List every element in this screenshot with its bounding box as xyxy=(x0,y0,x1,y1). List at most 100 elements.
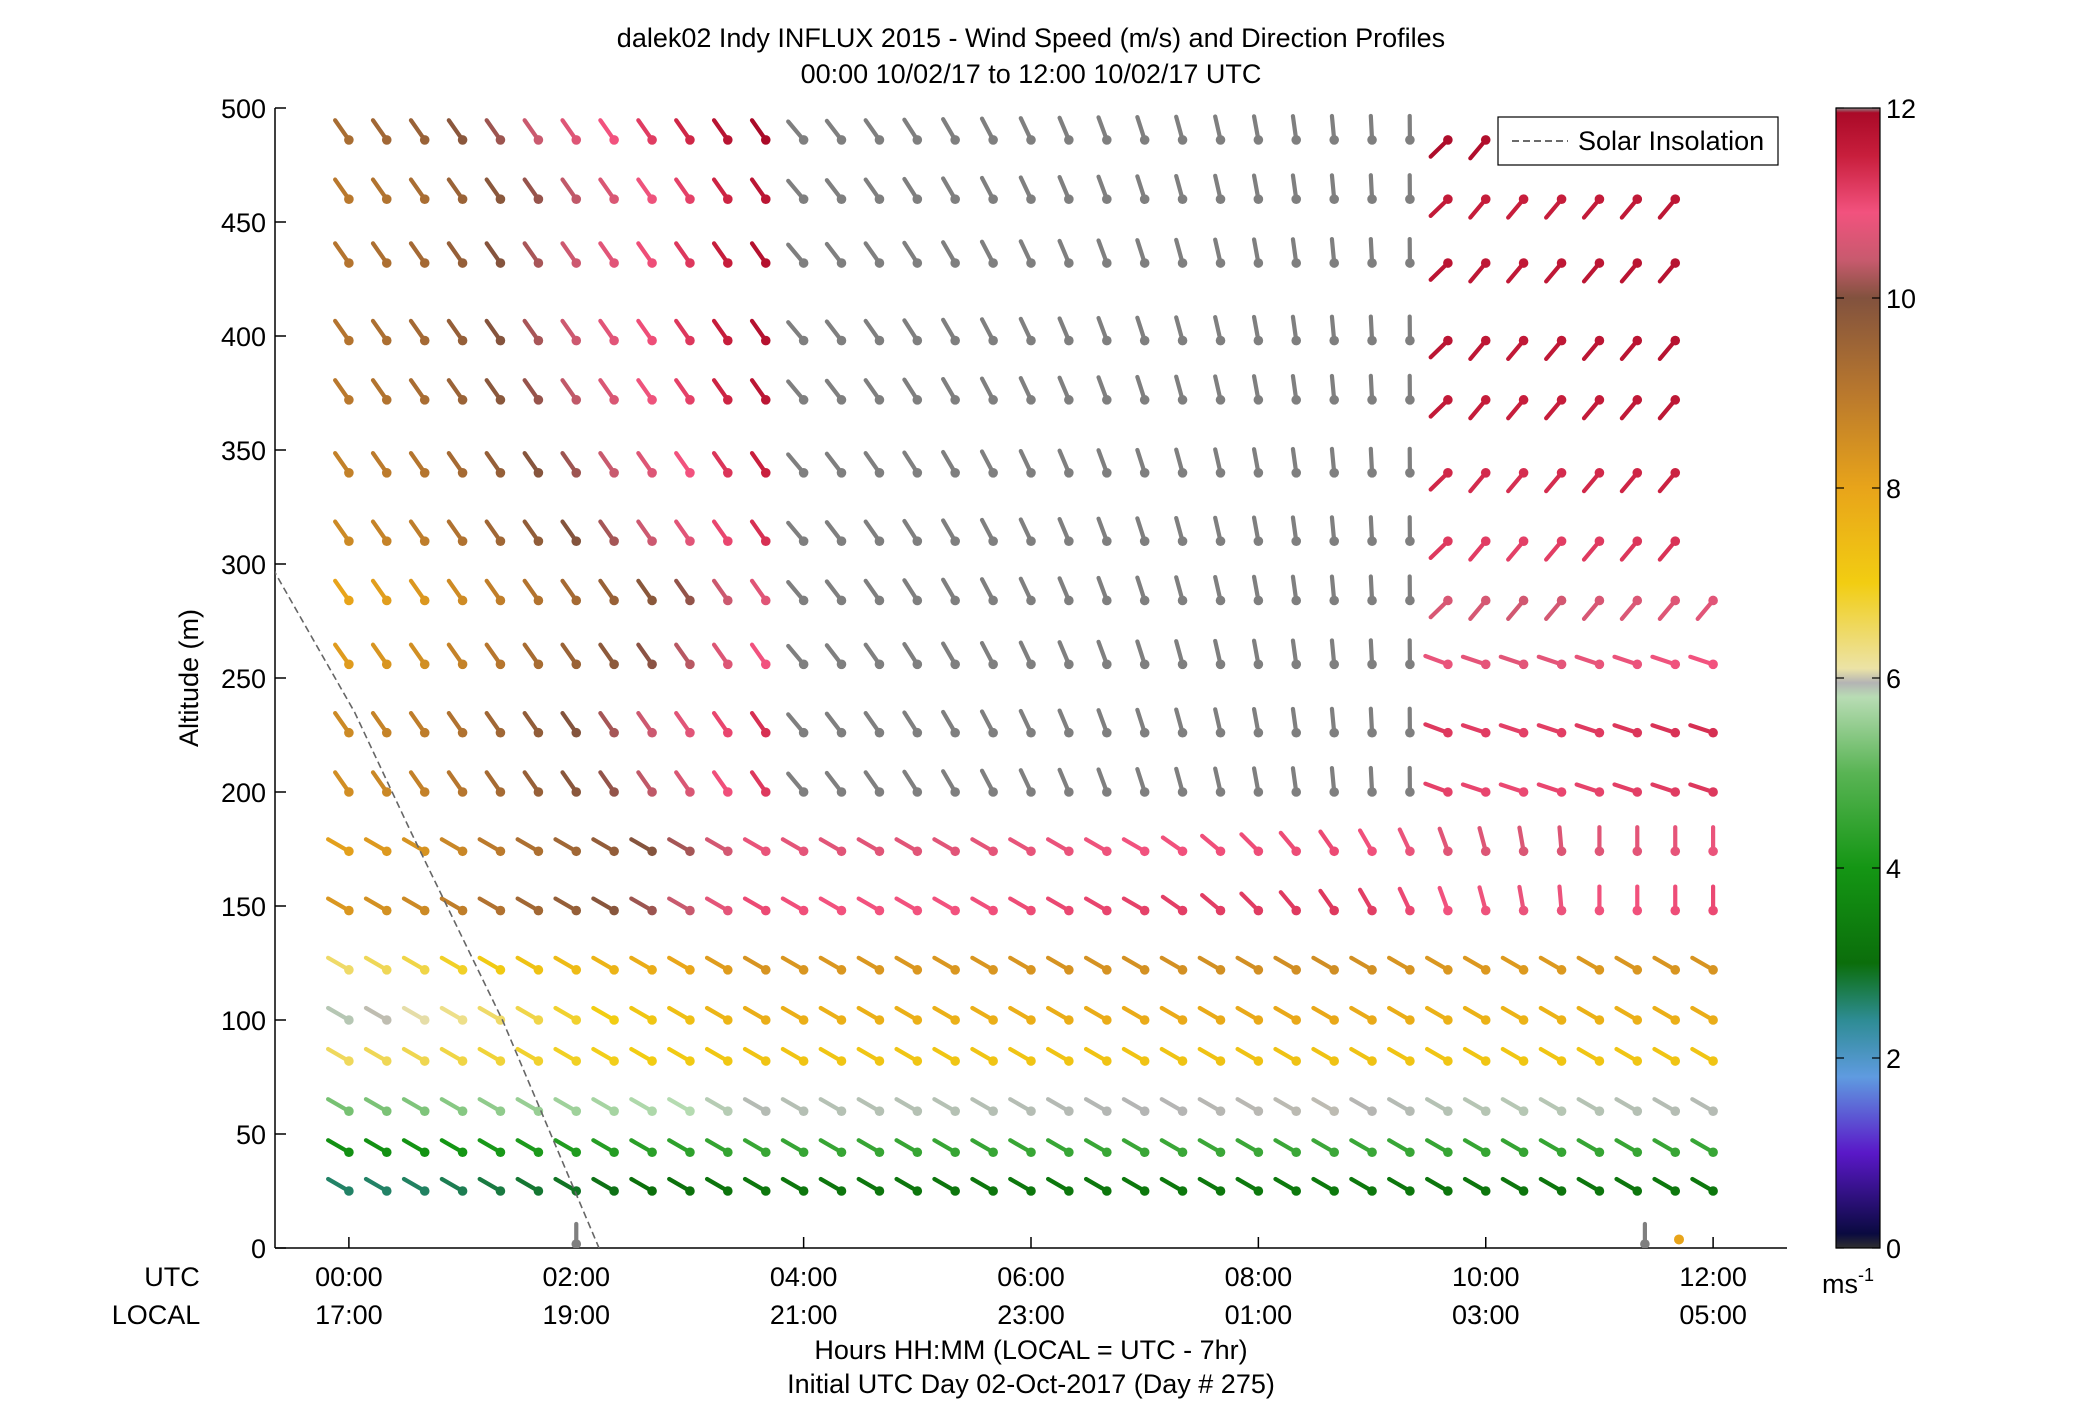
wind-barb-head xyxy=(419,905,430,916)
wind-barb-head xyxy=(533,659,544,670)
wind-barb-head xyxy=(1632,1106,1643,1116)
wind-barb-head xyxy=(1102,1147,1112,1158)
wind-barb-head xyxy=(344,905,354,916)
wind-barb-head xyxy=(381,595,392,606)
wind-barb-head xyxy=(495,468,506,478)
wind-barb-head xyxy=(874,1147,885,1158)
wind-barb-head xyxy=(1215,135,1226,145)
wind-barb-head xyxy=(1480,965,1491,975)
wind-barb-head xyxy=(1443,727,1453,738)
wind-barb-head xyxy=(1556,258,1567,268)
wind-barb-head xyxy=(1708,659,1718,670)
wind-barb-head xyxy=(457,659,468,670)
wind-barb-head xyxy=(1367,1147,1377,1158)
wind-barb-head xyxy=(1443,194,1453,204)
wind-barb-head xyxy=(1215,1147,1226,1158)
wind-barb-head xyxy=(1518,1106,1529,1116)
wind-barb-head xyxy=(836,659,847,670)
wind-barb-head xyxy=(1064,258,1074,268)
wind-barb-head xyxy=(1291,258,1302,268)
wind-barb-head xyxy=(1518,846,1529,857)
wind-barb-head xyxy=(419,135,430,145)
wind-barb-head xyxy=(609,194,619,204)
wind-barb-head xyxy=(723,846,733,857)
wind-barb-head xyxy=(1177,1186,1188,1196)
y-tick-label: 400 xyxy=(221,322,266,352)
wind-barb-head xyxy=(457,258,468,268)
wind-barb-head xyxy=(1139,659,1150,670)
wind-barb-head xyxy=(1480,595,1491,606)
wind-barb-head xyxy=(647,135,657,145)
wind-barb-head xyxy=(1253,1106,1264,1116)
wind-barb-head xyxy=(1253,135,1264,145)
wind-barb-head xyxy=(1139,258,1150,268)
wind-barb-head xyxy=(1556,1015,1567,1025)
wind-barb-head xyxy=(723,1186,733,1196)
wind-barb-head xyxy=(1594,1015,1605,1025)
wind-barb-head xyxy=(760,846,771,857)
wind-barb-head xyxy=(1102,1056,1112,1066)
wind-barb-head xyxy=(760,1015,771,1025)
wind-barb-head xyxy=(1215,1015,1226,1025)
colorbar-tick-label: 2 xyxy=(1886,1044,1901,1074)
wind-barb-head xyxy=(1064,135,1074,145)
wind-barb-head xyxy=(1518,787,1529,797)
wind-barb-head xyxy=(912,595,923,606)
wind-barb-head xyxy=(1291,787,1302,797)
wind-barb-head xyxy=(1405,1015,1415,1025)
wind-barb-head xyxy=(1139,194,1150,204)
wind-barb-head xyxy=(571,727,582,738)
wind-barb-head xyxy=(1215,595,1226,606)
wind-barb-head xyxy=(457,194,468,204)
wind-barb-head xyxy=(571,1147,582,1158)
colorbar: 0 2 4 6 8 10 12 ms-1 xyxy=(1822,94,1916,1299)
wind-barb-head xyxy=(1443,135,1453,145)
wind-barb-head xyxy=(950,965,960,975)
wind-barb-head xyxy=(1064,846,1074,857)
wind-barb-head xyxy=(1367,135,1377,145)
wind-barb-head xyxy=(647,905,657,916)
wind-barb-head xyxy=(1064,1147,1074,1158)
wind-barb-head xyxy=(419,194,430,204)
wind-barb-head xyxy=(1594,335,1605,346)
wind-barb-head xyxy=(533,468,544,478)
wind-barb-head xyxy=(1215,1056,1226,1066)
wind-barb-head xyxy=(1556,395,1567,405)
colorbar-tick-label: 10 xyxy=(1886,284,1916,314)
wind-barb-head xyxy=(419,258,430,268)
wind-barb-head xyxy=(1405,905,1415,916)
x-tick-label-local: 01:00 xyxy=(1225,1300,1293,1330)
wind-barb-head xyxy=(1253,1015,1264,1025)
y-tick-label: 450 xyxy=(221,208,266,238)
wind-barb-head xyxy=(912,1186,923,1196)
wind-barb-head xyxy=(1367,727,1377,738)
wind-barb-head xyxy=(1367,659,1377,670)
wind-barb-head xyxy=(798,965,809,975)
wind-barb-head xyxy=(1443,468,1453,478)
wind-barb-head xyxy=(685,335,695,346)
wind-barb-head xyxy=(1480,905,1491,916)
wind-barb-head xyxy=(912,194,923,204)
wind-barb-head xyxy=(1177,1015,1188,1025)
wind-barb-head xyxy=(609,1056,619,1066)
wind-barb-head xyxy=(1064,595,1074,606)
wind-barb-head xyxy=(1518,335,1529,346)
wind-barb-head xyxy=(1291,905,1302,916)
wind-barb-head xyxy=(1443,1147,1453,1158)
wind-barb-head xyxy=(723,905,733,916)
wind-barb-head xyxy=(950,595,960,606)
wind-barb-head xyxy=(1632,395,1643,405)
wind-barb-head xyxy=(685,1106,695,1116)
wind-barb-head xyxy=(1708,965,1718,975)
legend: Solar Insolation xyxy=(1497,116,1779,166)
wind-barb-head xyxy=(760,335,771,346)
wind-barb-head xyxy=(344,335,354,346)
wind-barb-head xyxy=(912,965,923,975)
wind-barb-head xyxy=(685,727,695,738)
wind-barb-head xyxy=(1139,1106,1150,1116)
wind-barb-head xyxy=(1139,787,1150,797)
wind-barb-head xyxy=(760,659,771,670)
wind-barb-head xyxy=(1518,1186,1529,1196)
wind-barb-head xyxy=(1139,468,1150,478)
